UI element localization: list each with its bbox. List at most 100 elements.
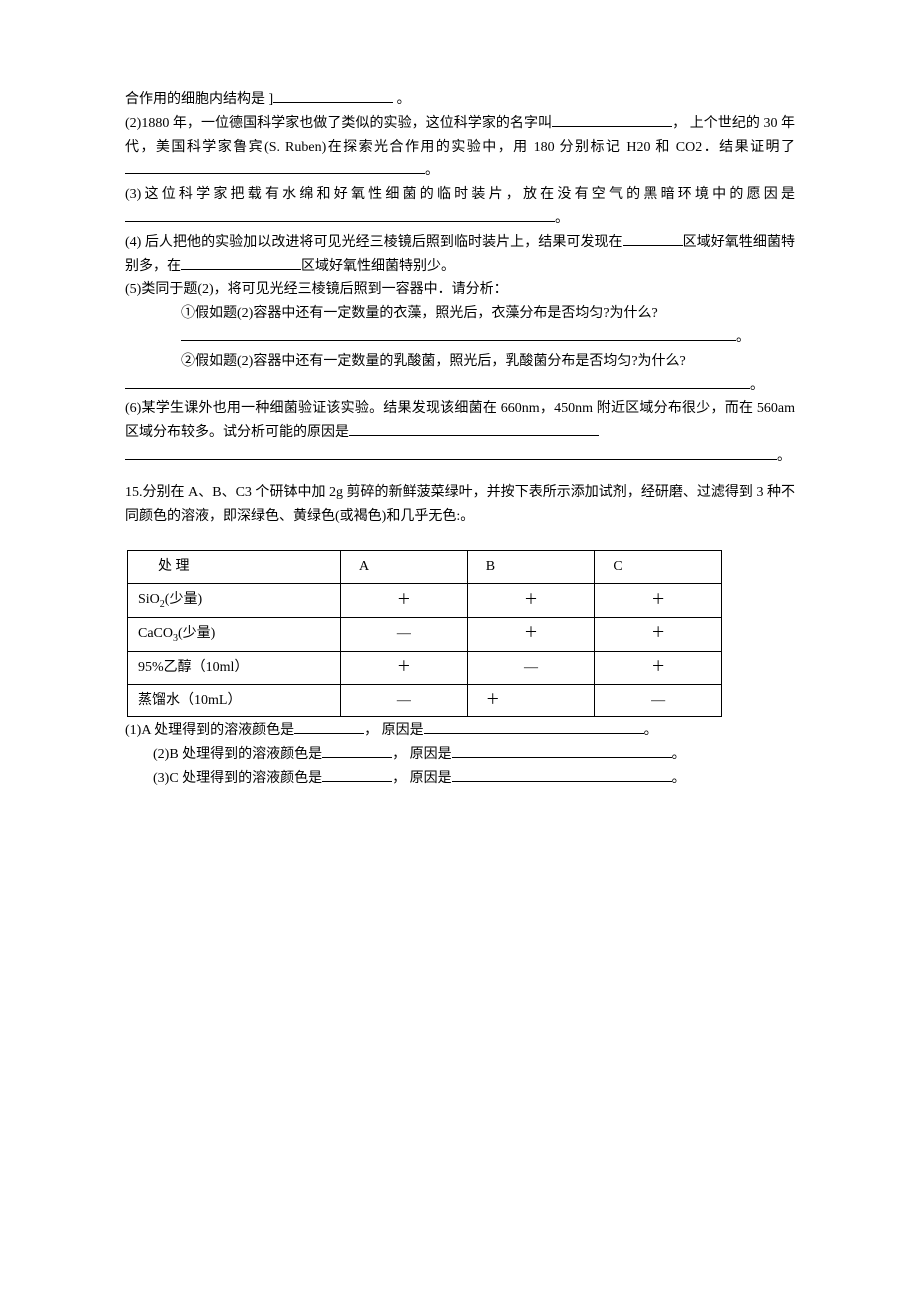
- text: 蒸馏水（10mL）: [138, 693, 241, 708]
- table-row: SiO2(少量) ＋ ＋ ＋: [128, 584, 722, 618]
- col-header: C: [595, 551, 722, 584]
- cell: —: [467, 651, 595, 684]
- row-label: SiO2(少量): [128, 584, 341, 618]
- q2: (2)1880 年，一位德国科学家也做了类似的实验，这位科学家的名字叫， 上个世…: [125, 112, 795, 183]
- cell: ＋: [340, 584, 467, 618]
- text: ＋: [651, 593, 665, 608]
- text: ②假如题(2)容器中还有一定数量的乳酸菌，照光后，乳酸菌分布是否均匀?为什么?: [181, 354, 686, 369]
- text: A: [359, 559, 369, 574]
- col-header: B: [467, 551, 595, 584]
- cell: ＋: [467, 684, 595, 717]
- blank: [125, 374, 750, 389]
- text: 。: [555, 211, 569, 226]
- text: 。: [644, 723, 658, 738]
- cell: ＋: [595, 617, 722, 651]
- blank: [125, 159, 425, 174]
- text: —: [651, 693, 665, 708]
- blank: [322, 743, 392, 758]
- text: 。: [736, 330, 750, 345]
- col-header: 处 理: [128, 551, 341, 584]
- cell: ＋: [340, 651, 467, 684]
- text: (3)这位科学家把载有水绵和好氧性细菌的临时装片，放在没有空气的黑暗环境中的愿因…: [125, 187, 795, 202]
- blank: [452, 743, 672, 758]
- text: (少量): [178, 626, 215, 641]
- table-row: 95%乙醇（10ml） ＋ — ＋: [128, 651, 722, 684]
- ans-1: (1)A 处理得到的溶液颜色是 ， 原因是 。: [125, 719, 795, 743]
- q6: (6)某学生课外也用一种细菌验证该实验。结果发现该细菌在 660nm，450nm…: [125, 397, 795, 445]
- spacer: [125, 469, 795, 481]
- blank: [181, 255, 301, 270]
- cell: ＋: [467, 617, 595, 651]
- text: ＋: [524, 626, 538, 641]
- cell: ＋: [595, 584, 722, 618]
- ans-2: (2)B 处理得到的溶液颜色是 ， 原因是 。: [125, 743, 795, 767]
- q5-1-blank: 。: [125, 326, 795, 350]
- text: 。: [750, 378, 764, 393]
- cell: —: [340, 617, 467, 651]
- table-header-row: 处 理 A B C: [128, 551, 722, 584]
- text: 处 理: [158, 559, 190, 574]
- text: ＋: [486, 693, 500, 708]
- text: 。: [672, 771, 686, 786]
- text: 95%乙醇（10ml）: [138, 660, 248, 675]
- blank: [181, 326, 736, 341]
- row-label: CaCO3(少量): [128, 617, 341, 651]
- q15-stem: 15.分别在 A、B、C3 个研钵中加 2g 剪碎的新鲜菠菜绿叶，并按下表所示添…: [125, 481, 795, 529]
- blank: [125, 207, 555, 222]
- text: ＋: [397, 593, 411, 608]
- text: (1)A 处理得到的溶液颜色是: [125, 723, 294, 738]
- cell: ＋: [595, 651, 722, 684]
- text: 。: [672, 747, 686, 762]
- text: ， 原因是: [364, 723, 424, 738]
- text: (5)类同于题(2)，将可见光经三棱镜后照到一容器中．请分析：: [125, 282, 508, 297]
- q5-1: ①假如题(2)容器中还有一定数量的衣藻，照光后，衣藻分布是否均匀?为什么?: [125, 302, 795, 326]
- text: (3)C 处理得到的溶液颜色是: [153, 771, 322, 786]
- table-row: 蒸馏水（10mL） — ＋ —: [128, 684, 722, 717]
- text: (少量): [165, 592, 202, 607]
- q5-2: ②假如题(2)容器中还有一定数量的乳酸菌，照光后，乳酸菌分布是否均匀?为什么?: [125, 350, 795, 374]
- blank: [424, 719, 644, 734]
- blank: [552, 112, 672, 127]
- text: —: [397, 693, 411, 708]
- ans-3: (3)C 处理得到的溶液颜色是， 原因是。: [125, 767, 795, 791]
- blank: [322, 767, 392, 782]
- blank: [273, 88, 393, 103]
- text: —: [397, 626, 411, 641]
- row-label: 95%乙醇（10ml）: [128, 651, 341, 684]
- text: ＋: [651, 626, 665, 641]
- text: 。: [777, 449, 791, 464]
- cell: ＋: [467, 584, 595, 618]
- blank: [125, 445, 777, 460]
- text: 。: [425, 163, 439, 178]
- q4: (4) 后人把他的实验加以改进将可见光经三棱镜后照到临时装片上，结果可发现在区域…: [125, 231, 795, 279]
- text: (2)B 处理得到的溶液颜色是: [153, 747, 322, 762]
- table-row: CaCO3(少量) — ＋ ＋: [128, 617, 722, 651]
- text: ＋: [397, 660, 411, 675]
- q6-blank: 。: [125, 445, 795, 469]
- text: (2)1880 年，一位德国科学家也做了类似的实验，这位科学家的名字叫: [125, 116, 552, 131]
- line-0: 合作用的细胞内结构是 ] 。: [125, 88, 795, 112]
- text: ＋: [524, 593, 538, 608]
- blank: [349, 421, 599, 436]
- text: 合作用的细胞内结构是 ]: [125, 92, 273, 107]
- row-label: 蒸馏水（10mL）: [128, 684, 341, 717]
- text: SiO: [138, 592, 160, 607]
- text: (4) 后人把他的实验加以改进将可见光经三棱镜后照到临时装片上，结果可发现在: [125, 235, 623, 250]
- text: CaCO: [138, 626, 173, 641]
- text: C: [613, 559, 622, 574]
- cell: —: [340, 684, 467, 717]
- text: 。: [393, 92, 411, 107]
- document-page: 合作用的细胞内结构是 ] 。 (2)1880 年，一位德国科学家也做了类似的实验…: [0, 0, 920, 1302]
- q3: (3)这位科学家把载有水绵和好氧性细菌的临时装片，放在没有空气的黑暗环境中的愿因…: [125, 183, 795, 231]
- text: ， 原因是: [392, 747, 452, 762]
- text: —: [524, 660, 538, 675]
- text: ＋: [651, 660, 665, 675]
- col-header: A: [340, 551, 467, 584]
- reagent-table: 处 理 A B C SiO2(少量) ＋ ＋ ＋ CaCO3(少量) — ＋ ＋…: [127, 550, 722, 717]
- blank: [452, 767, 672, 782]
- q5-2-blank: 。: [125, 374, 795, 398]
- text: ①假如题(2)容器中还有一定数量的衣藻，照光后，衣藻分布是否均匀?为什么?: [181, 306, 658, 321]
- text: B: [486, 559, 495, 574]
- q5: (5)类同于题(2)，将可见光经三棱镜后照到一容器中．请分析：: [125, 278, 795, 302]
- text: 区域好氧性细菌特别少。: [301, 259, 455, 274]
